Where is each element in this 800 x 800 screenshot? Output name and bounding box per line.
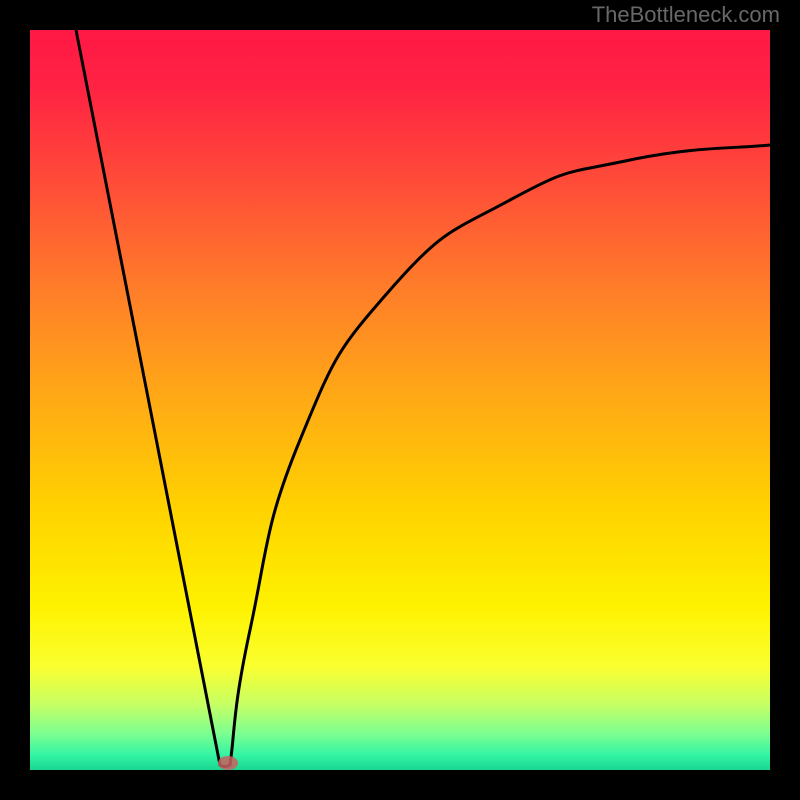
minimum-marker — [218, 756, 238, 770]
chart-background — [30, 30, 770, 770]
watermark-text: TheBottleneck.com — [592, 2, 780, 28]
bottleneck-chart — [30, 30, 770, 770]
chart-container — [30, 30, 770, 770]
